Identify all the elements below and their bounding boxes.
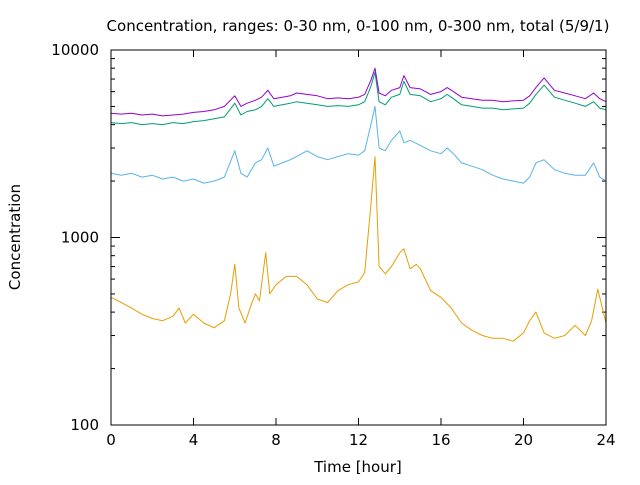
series-line-2 <box>110 105 607 184</box>
plot-frame <box>110 49 607 426</box>
x-tick-label: 4 <box>189 431 199 449</box>
plot-area <box>110 67 607 342</box>
y-tick-label: 100 <box>70 416 99 434</box>
x-tick-label: 8 <box>271 431 281 449</box>
x-tick-label: 0 <box>106 431 116 449</box>
series-line-4 <box>110 67 607 117</box>
series-line-3 <box>110 71 607 126</box>
x-tick-label: 12 <box>349 431 368 449</box>
series-line-1 <box>110 156 607 342</box>
x-tick-label: 16 <box>431 431 450 449</box>
x-axis-label: Time [hour] <box>313 458 402 476</box>
y-tick-label: 1000 <box>61 229 99 247</box>
chart-title: Concentration, ranges: 0-30 nm, 0-100 nm… <box>107 17 610 35</box>
x-tick-label: 24 <box>596 431 615 449</box>
x-tick-label: 20 <box>514 431 533 449</box>
y-tick-label: 10000 <box>51 41 99 59</box>
y-axis-label: Concentration <box>6 184 24 290</box>
